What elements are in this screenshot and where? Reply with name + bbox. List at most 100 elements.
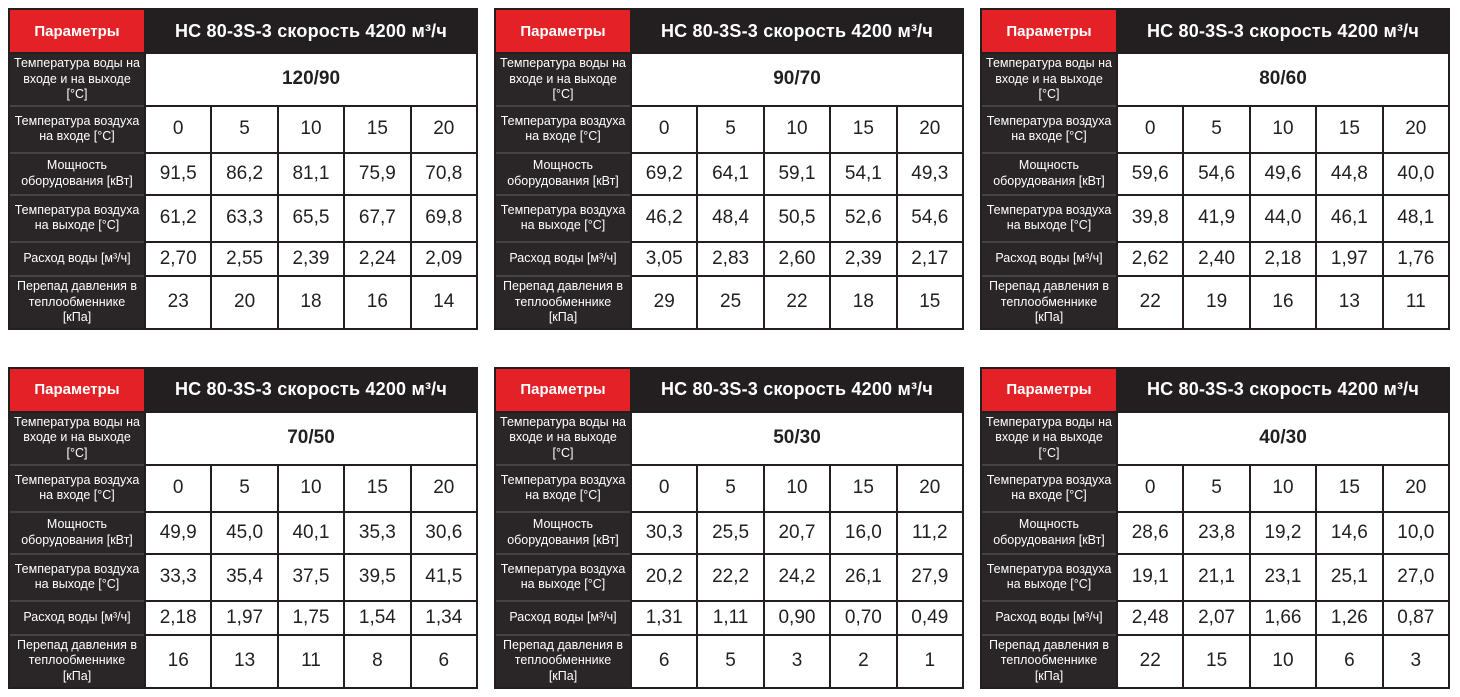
power-value: 16,0	[829, 510, 898, 555]
water-temp-value: 90/70	[630, 52, 964, 107]
power-value: 69,2	[629, 151, 699, 196]
power-label: Мощность оборудования [кВт]	[980, 151, 1118, 195]
water-temp-row: Температура воды на входе и на выходе [°…	[8, 410, 478, 466]
power-label: Мощность оборудования [кВт]	[980, 510, 1118, 554]
table-title: НС 80-3S-3 скорость 4200 м³/ч	[1117, 9, 1449, 53]
power-value: 20,7	[762, 510, 832, 555]
air-inlet-temp-value: 15	[1315, 104, 1384, 154]
air-inlet-temp-value: 15	[343, 463, 412, 513]
air-outlet-temp-value: 39,5	[343, 552, 412, 602]
water-flow-value: 2,48	[1115, 599, 1185, 636]
water-temp-value: 70/50	[144, 410, 478, 466]
water-flow-value: 1,11	[696, 599, 765, 636]
pressure-drop-label: Перепад давления в теплообменнике [кПа]	[980, 633, 1118, 688]
power-value: 30,6	[409, 510, 479, 555]
air-outlet-temp-label: Температура воздуха на выходе [°С]	[8, 552, 146, 601]
water-temp-value: 80/60	[1116, 52, 1450, 107]
table-title: НС 80-3S-3 скорость 4200 м³/ч	[631, 9, 963, 53]
air-inlet-temp-value: 15	[343, 104, 412, 154]
water-flow-label: Расход воды [м³/ч]	[494, 240, 632, 276]
power-label: Мощность оборудования [кВт]	[494, 510, 632, 554]
power-value: 81,1	[276, 151, 346, 196]
table-header-row: Параметры НС 80-3S-3 скорость 4200 м³/ч	[8, 8, 477, 54]
table-header-row: Параметры НС 80-3S-3 скорость 4200 м³/ч	[980, 366, 1449, 413]
spec-table: Параметры НС 80-3S-3 скорость 4200 м³/ч …	[8, 366, 479, 689]
water-flow-label: Расход воды [м³/ч]	[8, 240, 146, 276]
power-row: Мощность оборудования [кВт] 49,9 45,0 40…	[8, 510, 479, 555]
water-flow-value: 2,62	[1115, 240, 1185, 277]
air-outlet-temp-row: Температура воздуха на выходе [°С] 46,2 …	[494, 193, 965, 243]
pressure-drop-value: 6	[1315, 633, 1384, 689]
power-value: 86,2	[210, 151, 279, 196]
air-outlet-temp-value: 44,0	[1248, 193, 1318, 243]
table-header-row: Параметры НС 80-3S-3 скорость 4200 м³/ч	[980, 8, 1449, 54]
power-value: 54,6	[1182, 151, 1251, 196]
power-row: Мощность оборудования [кВт] 69,2 64,1 59…	[494, 151, 965, 196]
air-outlet-temp-label: Температура воздуха на выходе [°С]	[980, 193, 1118, 242]
air-inlet-temp-value: 5	[696, 104, 765, 154]
air-inlet-temp-value: 15	[829, 104, 898, 154]
water-flow-value: 1,76	[1381, 240, 1451, 277]
water-temp-row: Температура воды на входе и на выходе [°…	[494, 410, 964, 466]
water-flow-value: 2,17	[895, 240, 965, 277]
water-temp-label: Температура воды на входе и на выходе [°…	[494, 52, 632, 106]
water-temp-row: Температура воды на входе и на выходе [°…	[980, 410, 1450, 466]
pressure-drop-value: 16	[143, 633, 213, 689]
power-value: 23,8	[1182, 510, 1251, 555]
pressure-drop-value: 22	[1115, 633, 1185, 689]
air-outlet-temp-value: 25,1	[1315, 552, 1384, 602]
power-label: Мощность оборудования [кВт]	[494, 151, 632, 195]
pressure-drop-value: 3	[762, 633, 832, 689]
power-value: 35,3	[343, 510, 412, 555]
air-outlet-temp-row: Температура воздуха на выходе [°С] 19,1 …	[980, 552, 1451, 602]
air-inlet-temp-label: Температура воздуха на входе [°С]	[980, 463, 1118, 512]
air-inlet-temp-value: 10	[762, 104, 832, 154]
pressure-drop-value: 11	[1381, 274, 1451, 330]
air-inlet-temp-row: Температура воздуха на входе [°С] 0 5 10…	[980, 104, 1451, 154]
power-value: 49,6	[1248, 151, 1318, 196]
power-value: 19,2	[1248, 510, 1318, 555]
power-value: 28,6	[1115, 510, 1185, 555]
spec-table: Параметры НС 80-3S-3 скорость 4200 м³/ч …	[494, 366, 965, 689]
params-header-cell: Параметры	[8, 8, 146, 54]
water-flow-value: 1,66	[1248, 599, 1318, 636]
pressure-drop-value: 5	[696, 633, 765, 689]
power-value: 40,1	[276, 510, 346, 555]
power-label: Мощность оборудования [кВт]	[8, 510, 146, 554]
water-flow-value: 1,54	[343, 599, 412, 636]
air-inlet-temp-value: 0	[143, 463, 213, 513]
power-value: 75,9	[343, 151, 412, 196]
power-value: 10,0	[1381, 510, 1451, 555]
air-inlet-temp-value: 10	[276, 463, 346, 513]
power-value: 40,0	[1381, 151, 1451, 196]
pressure-drop-value: 2	[829, 633, 898, 689]
table-header-row: Параметры НС 80-3S-3 скорость 4200 м³/ч	[8, 366, 477, 413]
air-outlet-temp-value: 48,4	[696, 193, 765, 243]
air-inlet-temp-value: 0	[629, 463, 699, 513]
water-flow-label: Расход воды [м³/ч]	[8, 599, 146, 635]
pressure-drop-value: 15	[1182, 633, 1251, 689]
water-flow-value: 1,97	[1315, 240, 1384, 277]
water-flow-row: Расход воды [м³/ч] 2,62 2,40 2,18 1,97 1…	[980, 240, 1451, 277]
air-outlet-temp-row: Температура воздуха на выходе [°С] 61,2 …	[8, 193, 479, 243]
water-flow-value: 1,34	[409, 599, 479, 636]
spec-table: Параметры НС 80-3S-3 скорость 4200 м³/ч …	[8, 8, 479, 330]
air-inlet-temp-value: 0	[1115, 104, 1185, 154]
water-flow-value: 0,90	[762, 599, 832, 636]
air-outlet-temp-value: 27,9	[895, 552, 965, 602]
air-outlet-temp-value: 33,3	[143, 552, 213, 602]
pressure-drop-value: 16	[343, 274, 412, 330]
params-header-cell: Параметры	[494, 8, 632, 54]
power-row: Мощность оборудования [кВт] 30,3 25,5 20…	[494, 510, 965, 555]
water-flow-value: 1,26	[1315, 599, 1384, 636]
power-value: 49,3	[895, 151, 965, 196]
power-value: 70,8	[409, 151, 479, 196]
air-inlet-temp-value: 15	[1315, 463, 1384, 513]
air-outlet-temp-value: 52,6	[829, 193, 898, 243]
air-inlet-temp-row: Температура воздуха на входе [°С] 0 5 10…	[494, 463, 965, 513]
water-flow-value: 2,18	[143, 599, 213, 636]
table-header-row: Параметры НС 80-3S-3 скорость 4200 м³/ч	[494, 366, 963, 413]
params-header-cell: Параметры	[980, 366, 1118, 413]
air-inlet-temp-value: 0	[629, 104, 699, 154]
